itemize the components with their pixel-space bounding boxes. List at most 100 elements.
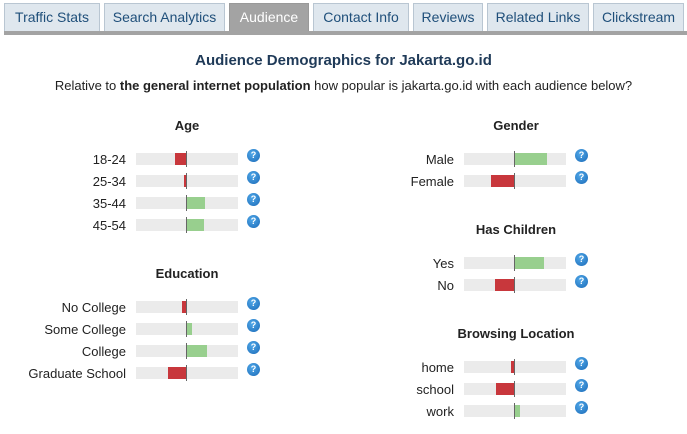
gender-row-1: Female [0,171,454,193]
help-icon[interactable]: ? [575,253,588,266]
tab-search-analytics[interactable]: Search Analytics [104,3,225,31]
location-row-label: school [416,382,454,397]
tab-underline [4,31,687,35]
age-row-label: 25-34 [92,174,126,189]
location-row-0: home [0,357,454,379]
education-row-3: Graduate School [0,363,126,385]
location-bar-axis [514,359,515,375]
education-row-label: No College [61,300,126,315]
help-icon[interactable]: ? [247,171,260,184]
age-row-label: 45-54 [92,218,126,233]
page-subtitle: Relative to the general internet populat… [0,78,687,93]
children-bar-track [464,255,566,271]
help-icon[interactable]: ? [575,401,588,414]
location-bar-axis [514,381,515,397]
gender-bar-axis [514,151,515,167]
location-bar-track [464,381,566,397]
help-icon[interactable]: ? [575,275,588,288]
education-bar-axis [186,343,187,359]
section-title-education: Education [155,266,219,281]
help-icon[interactable]: ? [247,193,260,206]
section-title-has-children: Has Children [475,222,557,237]
gender-row-label: Male [425,152,454,167]
age-row-label: 18-24 [92,152,126,167]
tab-traffic-stats[interactable]: Traffic Stats [4,3,100,31]
help-icon[interactable]: ? [247,149,260,162]
age-row-2: 35-44 [0,193,126,215]
education-bar-track [136,299,238,315]
age-bar-track [136,151,238,167]
location-row-1: school [0,379,454,401]
children-bar [495,279,514,291]
education-bar-axis [186,299,187,315]
age-row-0: 18-24 [0,149,126,171]
education-bar-axis [186,365,187,381]
gender-bar [491,175,514,187]
children-row-1: No [0,275,454,297]
age-bar-track [136,217,238,233]
age-bar [184,175,186,187]
location-bar [496,383,514,395]
children-bar-track [464,277,566,293]
tab-clickstream[interactable]: Clickstream [593,3,684,31]
location-bar-track [464,403,566,419]
location-bar [511,361,514,373]
gender-bar-track [464,173,566,189]
education-row-2: College [0,341,126,363]
gender-bar-axis [514,173,515,189]
section-title-age: Age [174,118,200,133]
children-row-label: Yes [432,256,454,271]
education-row-0: No College [0,297,126,319]
children-bar-axis [514,255,515,271]
tab-related-links[interactable]: Related Links [487,3,589,31]
tab-reviews[interactable]: Reviews [413,3,483,31]
education-bar-track [136,365,238,381]
children-bar-axis [514,277,515,293]
education-row-label: Some College [44,322,126,337]
subtitle-suffix: how popular is jakarta.go.id with each a… [310,78,633,93]
education-bar [186,323,192,335]
age-bar-track [136,195,238,211]
education-bar [182,301,186,313]
gender-bar-track [464,151,566,167]
tab-contact-info[interactable]: Contact Info [313,3,409,31]
children-bar [514,257,544,269]
education-row-1: Some College [0,319,126,341]
age-bar-track [136,173,238,189]
children-row-label: No [437,278,454,293]
page-title: Audience Demographics for Jakarta.go.id [195,52,492,69]
location-row-label: work [426,404,454,419]
help-icon[interactable]: ? [575,379,588,392]
gender-bar [514,153,547,165]
age-row-3: 45-54 [0,215,126,237]
education-bar-track [136,321,238,337]
subtitle-bold: the general internet population [119,78,311,93]
location-bar-track [464,359,566,375]
subtitle-prefix: Relative to [54,78,120,93]
help-icon[interactable]: ? [247,319,260,332]
tab-audience[interactable]: Audience [229,3,309,31]
gender-row-label: Female [410,174,454,189]
age-bar-axis [186,217,187,233]
education-row-label: Graduate School [28,366,126,381]
age-bar-axis [186,195,187,211]
help-icon[interactable]: ? [247,297,260,310]
age-row-1: 25-34 [0,171,126,193]
help-icon[interactable]: ? [575,357,588,370]
children-row-0: Yes [0,253,454,275]
location-bar [514,405,520,417]
section-title-browsing-location: Browsing Location [457,326,575,341]
age-bar-axis [186,151,187,167]
location-bar-axis [514,403,515,419]
help-icon[interactable]: ? [247,341,260,354]
help-icon[interactable]: ? [575,171,588,184]
education-bar-track [136,343,238,359]
help-icon[interactable]: ? [247,363,260,376]
education-bar [186,345,207,357]
help-icon[interactable]: ? [575,149,588,162]
help-icon[interactable]: ? [247,215,260,228]
age-bar-axis [186,173,187,189]
gender-row-0: Male [0,149,454,171]
age-bar [186,197,205,209]
education-bar-axis [186,321,187,337]
